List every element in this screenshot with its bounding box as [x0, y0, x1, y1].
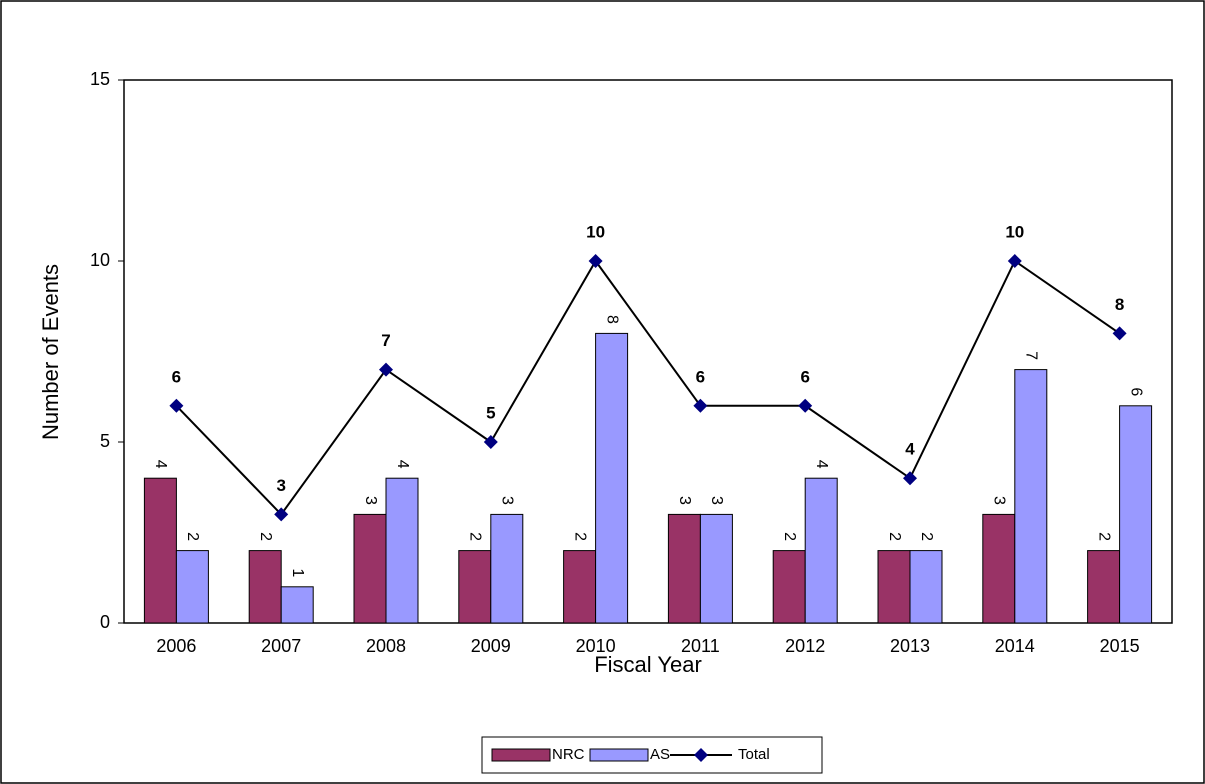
bar	[248, 550, 282, 624]
data-label: 7	[1023, 351, 1040, 360]
x-tick-label: 2014	[995, 636, 1035, 656]
bar	[1119, 405, 1153, 624]
legend-swatch	[589, 748, 649, 762]
x-tick-label: 2015	[1100, 636, 1140, 656]
legend-label: NRC	[552, 746, 585, 763]
data-label: 6	[1127, 387, 1144, 396]
bar	[385, 477, 419, 624]
data-label: 4	[813, 460, 830, 469]
y-axis-label: Number of Events	[38, 264, 63, 440]
data-label: 10	[1005, 222, 1024, 241]
data-label: 3	[276, 476, 285, 495]
bar	[909, 550, 943, 624]
data-label: 3	[676, 496, 693, 505]
bar	[1087, 550, 1121, 624]
legend-swatch	[491, 748, 551, 762]
data-label: 7	[381, 331, 390, 350]
legend-marker	[694, 748, 708, 762]
data-label: 2	[184, 532, 201, 541]
x-tick-label: 2009	[471, 636, 511, 656]
bar	[280, 586, 314, 624]
marker	[274, 507, 289, 522]
legend-label: Total	[738, 746, 770, 763]
data-label: 2	[467, 532, 484, 541]
x-tick-label: 2007	[261, 636, 301, 656]
marker	[903, 471, 917, 486]
x-tick-label: 2010	[576, 636, 616, 656]
x-tick-label: 2006	[156, 636, 196, 656]
x-tick-label: 2012	[785, 636, 825, 656]
marker	[379, 362, 393, 377]
bar	[804, 477, 838, 624]
marker	[169, 398, 184, 413]
x-tick-label: 2013	[890, 636, 930, 656]
x-tick-label: 2011	[681, 636, 720, 656]
bar	[353, 513, 387, 624]
bar	[458, 550, 492, 624]
data-label: 3	[499, 496, 516, 505]
bar	[490, 513, 524, 624]
y-tick-label: 5	[100, 431, 110, 451]
bar	[667, 513, 701, 624]
y-tick-label: 0	[100, 612, 110, 632]
marker	[588, 254, 603, 268]
data-label: 3	[362, 496, 379, 505]
bar	[175, 550, 209, 624]
data-label: 2	[886, 532, 903, 541]
bar	[699, 513, 733, 624]
data-label: 8	[1115, 295, 1124, 314]
line	[175, 259, 1121, 516]
marker	[798, 398, 813, 413]
legend-label: AS	[650, 746, 670, 763]
bar	[1014, 369, 1048, 624]
marker	[1007, 254, 1022, 268]
data-label: 2	[571, 532, 588, 541]
data-label: 6	[172, 367, 181, 386]
bar	[563, 550, 597, 624]
data-label: 3	[708, 496, 725, 505]
data-label: 6	[800, 367, 809, 386]
bar	[595, 332, 629, 624]
data-label: 4	[152, 460, 169, 469]
data-label: 2	[257, 532, 274, 541]
x-tick-label: 2008	[366, 636, 406, 656]
y-tick-label: 15	[90, 69, 110, 89]
data-label: 4	[905, 440, 915, 459]
data-label: 8	[603, 315, 620, 324]
data-label: 2	[1095, 532, 1112, 541]
data-label: 1	[289, 568, 306, 577]
data-label: 10	[586, 222, 605, 241]
marker	[693, 398, 708, 413]
bar	[877, 550, 911, 624]
data-label: 3	[991, 496, 1008, 505]
marker	[1112, 326, 1127, 341]
data-label: 2	[918, 532, 935, 541]
data-label: 6	[696, 367, 705, 386]
x-axis-label: Fiscal Year	[594, 652, 702, 677]
y-tick-label: 10	[90, 250, 110, 270]
data-label: 5	[486, 403, 495, 422]
bar	[143, 477, 177, 624]
bar	[772, 550, 806, 624]
data-label: 4	[394, 460, 411, 469]
marker	[483, 435, 498, 449]
bar	[982, 513, 1016, 624]
data-label: 2	[781, 532, 798, 541]
